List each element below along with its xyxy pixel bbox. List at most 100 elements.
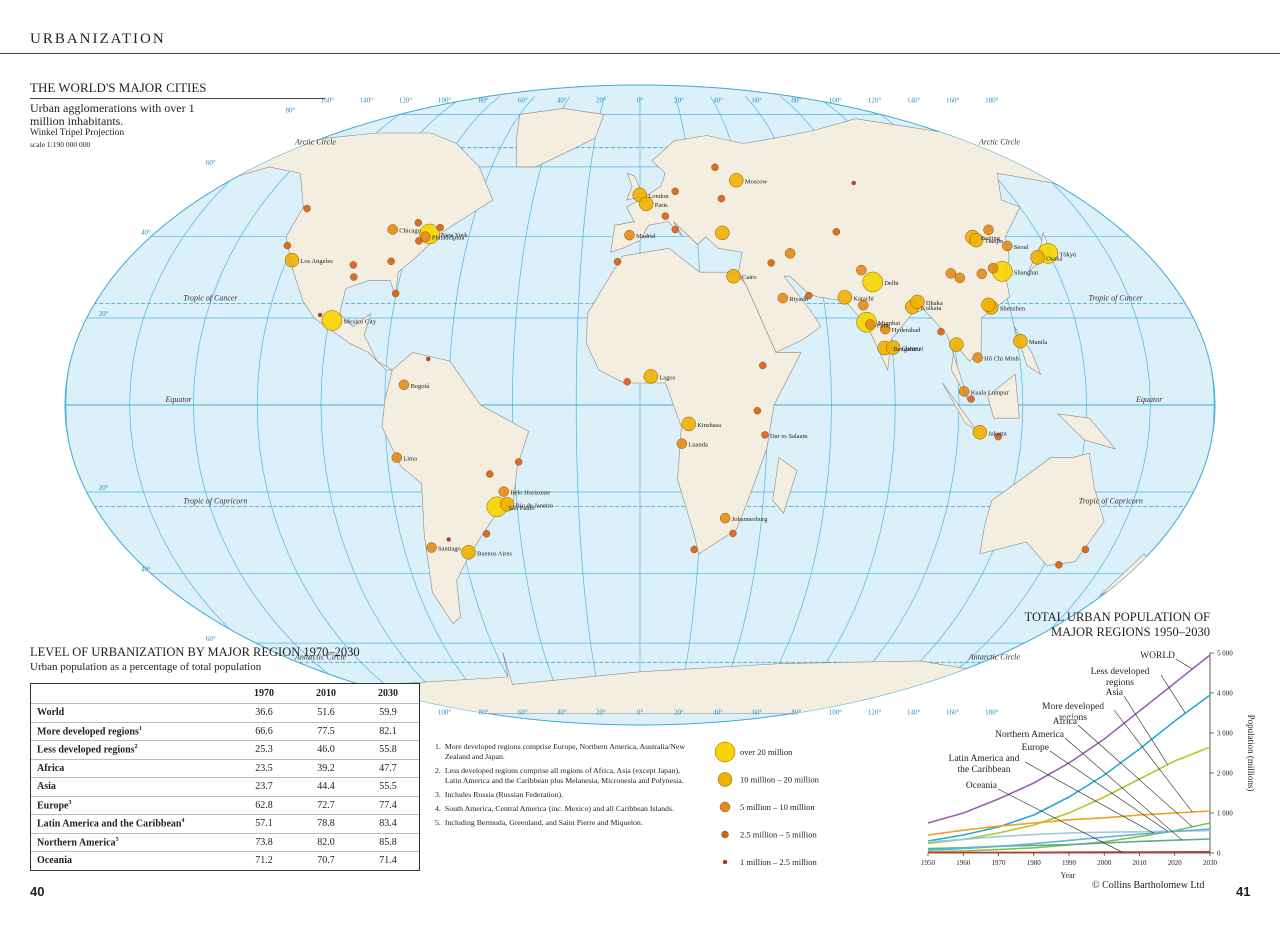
region-name: Latin America and the Caribbean <box>37 818 182 830</box>
city-label: Bogotá <box>410 383 429 390</box>
city-label: Jakarta <box>988 430 1007 437</box>
city-label: Osaka <box>1046 255 1062 262</box>
city <box>624 229 635 241</box>
city <box>436 223 444 232</box>
longitude-label: 80° <box>791 708 801 716</box>
region-name: World <box>37 707 65 719</box>
header-cell <box>31 684 233 704</box>
value-cell: 46.0 <box>295 740 357 759</box>
longitude-label: 100° <box>829 97 843 105</box>
table-row: Europe3 62.8 72.7 77.4 <box>31 795 419 815</box>
value-cell: 23.7 <box>233 777 295 796</box>
map-heading: THE WORLD'S MAJOR CITIES Urban agglomera… <box>30 80 325 149</box>
legend-symbol <box>722 859 728 865</box>
circle-label: Equator <box>1135 395 1163 404</box>
land <box>772 457 798 514</box>
value-cell: 82.0 <box>295 832 357 852</box>
city <box>858 300 869 311</box>
city <box>851 180 856 186</box>
city <box>856 264 867 276</box>
latitude-label: 20° <box>99 310 109 318</box>
longitude-label: 100° <box>829 708 843 716</box>
legend: over 20 million 10 million – 20 million 5 … <box>714 741 820 867</box>
circle-label: Tropic of Capricorn <box>183 496 247 505</box>
city <box>414 218 423 227</box>
chart-title: TOTAL URBAN POPULATION OF MAJOR REGIONS … <box>1024 610 1210 639</box>
y-tick-label: 1 000 <box>1217 810 1233 818</box>
city <box>425 356 431 362</box>
note: 5. Including Bermuda, Greenland, and Sain… <box>435 818 685 828</box>
region-cell: World <box>31 703 233 722</box>
region-name: Northern America <box>37 836 116 848</box>
region-cell: Africa <box>31 758 233 778</box>
longitude-label: 80° <box>479 708 489 716</box>
leader-line <box>1113 709 1193 813</box>
y-tick-label: 0 <box>1217 850 1221 858</box>
city <box>726 268 741 284</box>
page-number: 41 <box>1236 884 1251 899</box>
city-label: Philadelphia <box>432 235 465 242</box>
legend-label: 5 million – 10 million <box>740 802 815 812</box>
land <box>987 373 1020 419</box>
city-label: Bengaluru <box>893 346 921 353</box>
region-name: More developed regions <box>37 725 139 737</box>
x-tick-label: 1970 <box>992 859 1007 867</box>
city-label: Chicago <box>399 227 421 234</box>
table-row: Latin America and the Caribbean4 57.1 78.8… <box>31 814 419 833</box>
region-cell: Oceania <box>31 851 233 870</box>
longitude-label: 100° <box>438 97 452 105</box>
value-cell: 62.8 <box>233 795 295 815</box>
land <box>610 118 1062 401</box>
data-table: 1970 2010 2030 World 36.6 51.6 59.9 More develo… <box>31 684 419 870</box>
legend-symbol <box>717 772 733 787</box>
city-label: Mexico City <box>343 319 376 326</box>
value-cell: 55.5 <box>357 777 419 796</box>
longitude-label: 0° <box>637 97 644 105</box>
city <box>987 262 999 274</box>
city-label: Dar es Salaam <box>770 433 808 440</box>
city <box>1081 545 1090 554</box>
city <box>387 257 395 266</box>
land <box>516 108 605 168</box>
value-cell: 25.3 <box>233 740 295 759</box>
legend-label: over 20 million <box>740 747 793 757</box>
legend-symbol <box>721 830 729 839</box>
city-label: Delhi <box>884 280 899 287</box>
y-axis-label: Population (millions) <box>1246 715 1256 792</box>
land <box>942 382 978 432</box>
city <box>949 337 964 352</box>
city-label: Hyderabad <box>892 327 921 334</box>
land <box>1056 413 1117 450</box>
header-cell: 2030 <box>378 688 398 699</box>
city-label: Lagos <box>659 374 675 381</box>
value-cell: 85.8 <box>357 832 419 852</box>
longitude-label: 100° <box>438 708 452 716</box>
city <box>910 294 925 310</box>
city <box>499 497 515 512</box>
circle-label: Arctic Circle <box>294 138 336 147</box>
map-projection: Winkel Tripel Projection <box>30 128 125 138</box>
series-label: WORLD <box>1140 651 1175 662</box>
note-text: Including Bermuda, Greenland, and Saint … <box>444 818 643 827</box>
city <box>1002 240 1013 252</box>
city <box>976 268 988 280</box>
longitude-label: 160° <box>946 97 960 105</box>
longitude-label: 120° <box>868 708 882 716</box>
city-label: Hô Chi Minh <box>984 356 1019 363</box>
header-cell: 2010 <box>316 688 336 699</box>
note-text: More developed regions comprise Europe, … <box>444 742 685 761</box>
longitude-label: 60° <box>752 708 762 716</box>
longitude-label: 0° <box>637 708 644 716</box>
city <box>777 292 789 304</box>
city <box>446 537 451 542</box>
city <box>717 194 726 203</box>
value-cell: 55.8 <box>357 740 419 759</box>
city <box>837 290 853 305</box>
city-label: Los Angeles <box>300 258 333 265</box>
longitude-label: 60° <box>518 708 528 716</box>
city-label: Chennai <box>902 346 924 353</box>
city <box>623 377 632 386</box>
city-label: Paris <box>655 202 668 209</box>
city-label: Kuala Lumpur <box>971 389 1010 396</box>
leader-line <box>1123 695 1168 765</box>
